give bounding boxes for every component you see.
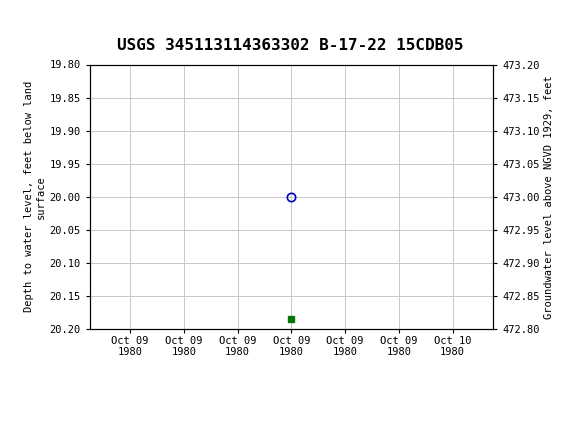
- Text: ≋: ≋: [9, 9, 30, 32]
- Y-axis label: Depth to water level, feet below land
surface: Depth to water level, feet below land su…: [24, 81, 45, 312]
- Text: USGS: USGS: [38, 12, 81, 29]
- Text: USGS 345113114363302 B-17-22 15CDB05: USGS 345113114363302 B-17-22 15CDB05: [117, 38, 463, 52]
- Y-axis label: Groundwater level above NGVD 1929, feet: Groundwater level above NGVD 1929, feet: [543, 75, 554, 319]
